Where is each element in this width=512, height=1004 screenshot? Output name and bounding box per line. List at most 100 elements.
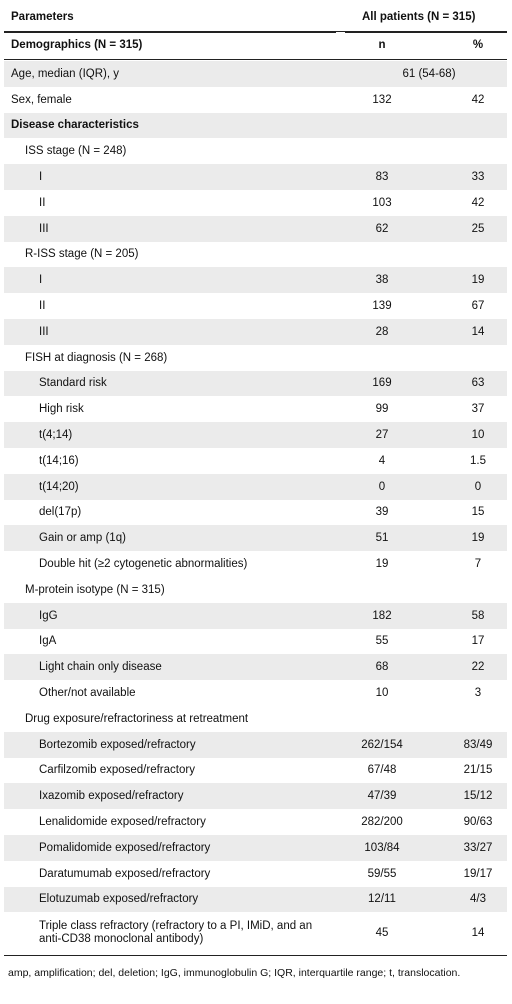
percent-cell: 4/3: [470, 893, 486, 906]
n-cell: 38: [375, 274, 389, 287]
table-row: Sex, female 132 42: [4, 87, 507, 113]
n-cell: 169: [372, 377, 392, 390]
percent-cell: 42: [471, 93, 485, 106]
row-label: IgA: [39, 635, 57, 648]
table-row: Pomalidomide exposed/refractory 103/84 33/…: [4, 835, 507, 861]
row-label: Carfilzomib exposed/refractory: [39, 764, 195, 777]
row-label: Light chain only disease: [39, 661, 162, 674]
row-label: II: [39, 300, 46, 313]
n-cell: 59/55: [367, 867, 397, 880]
table-row: Standard risk 169 63: [4, 370, 507, 397]
n-cell: 19: [375, 558, 389, 571]
table-row: Elotuzumab exposed/refractory 12/11 4/3: [4, 886, 507, 913]
table-row: Carfilzomib exposed/refractory 67/48 21/15: [4, 758, 507, 784]
row-label: R-ISS stage (N = 205): [25, 248, 139, 261]
percent-cell: 25: [471, 222, 485, 235]
table-row: Disease characteristics: [4, 112, 507, 139]
row-label: II: [39, 196, 46, 209]
rule: [345, 31, 507, 33]
table-row: Gain or amp (1q) 51 19: [4, 525, 507, 552]
n-cell: 45: [375, 927, 389, 940]
percent-cell: 19/17: [463, 867, 493, 880]
table-row: t(4;14) 27 10: [4, 422, 507, 448]
n-cell: 10: [375, 687, 389, 700]
percent-cell: 83/49: [463, 738, 493, 751]
percent-cell: 22: [471, 661, 485, 674]
n-cell: 83: [375, 171, 389, 184]
table-row: I 83 33: [4, 164, 507, 190]
n-cell: 62: [375, 222, 389, 235]
row-label: M-protein isotype (N = 315): [25, 583, 165, 596]
table-row: Lenalidomide exposed/refractory 282/200 90…: [4, 809, 507, 835]
percent-cell: 14: [471, 325, 485, 338]
row-value: 61 (54-68): [402, 67, 456, 80]
percent-cell: 33/27: [463, 841, 493, 854]
row-label: I: [39, 171, 43, 184]
row-label: Standard risk: [39, 377, 107, 390]
table-row: High risk 99 37: [4, 396, 507, 422]
row-label: t(14;16): [39, 454, 79, 467]
percent-cell: 15/12: [463, 790, 493, 803]
n-cell: 99: [375, 403, 389, 416]
row-label: Gain or amp (1q): [39, 532, 126, 545]
row-label: III: [39, 325, 49, 338]
table-row: Triple class refractory (refractory to a…: [4, 912, 507, 954]
row-label: t(4;14): [39, 429, 73, 442]
n-cell: 12/11: [368, 893, 396, 906]
n-cell: 4: [378, 454, 386, 467]
table-row: Bortezomib exposed/refractory 262/154 83/4…: [4, 731, 507, 758]
table-row: M-protein isotype (N = 315): [4, 577, 507, 603]
row-label: Other/not available: [39, 687, 136, 700]
n-cell: 262/154: [361, 738, 403, 751]
row-label: Sex, female: [11, 93, 72, 106]
row-label: I: [39, 274, 43, 287]
table-row: ISS stage (N = 248): [4, 138, 507, 164]
table-row: del(17p) 39 15: [4, 500, 507, 526]
percent-cell: 0: [474, 480, 482, 493]
n-cell: 282/200: [361, 816, 403, 829]
percent-cell: 7: [474, 558, 482, 571]
row-label: Bortezomib exposed/refractory: [39, 738, 196, 751]
n-cell: 28: [375, 325, 389, 338]
rule: [4, 59, 507, 60]
table-row: Daratumumab exposed/refractory 59/55 19/17: [4, 861, 507, 887]
table-row: III 28 14: [4, 319, 507, 345]
n-cell: 103: [372, 196, 392, 209]
subheader-cell: n: [378, 39, 386, 51]
n-cell: 68: [375, 661, 389, 674]
percent-cell: 37: [471, 403, 485, 416]
row-label: Double hit (≥2 cytogenetic abnormalities…: [39, 558, 248, 571]
percent-cell: 17: [471, 635, 485, 648]
percent-cell: 15: [471, 506, 485, 519]
row-label: Pomalidomide exposed/refractory: [39, 841, 211, 854]
n-cell: 132: [372, 93, 392, 106]
table-row: Light chain only disease 68 22: [4, 654, 507, 681]
table-row: Drug exposure/refractoriness at retreatm…: [4, 706, 507, 732]
n-cell: 27: [375, 429, 389, 442]
n-cell: 47/39: [367, 790, 397, 803]
table-row: IgG 182 58: [4, 602, 507, 629]
percent-cell: 10: [471, 429, 485, 442]
rule: [4, 955, 507, 956]
percent-cell: 42: [471, 196, 485, 209]
n-cell: 182: [372, 609, 392, 622]
percent-cell: 58: [471, 609, 485, 622]
header-cell: Parameters: [11, 11, 74, 23]
percent-cell: 21/15: [463, 764, 493, 777]
row-label: FISH at diagnosis (N = 268): [25, 351, 168, 364]
footnote: amp, amplification; del, deletion; IgG, …: [8, 967, 461, 979]
percent-cell: 19: [471, 274, 485, 287]
percent-cell: 14: [471, 927, 485, 940]
table-row: FISH at diagnosis (N = 268): [4, 345, 507, 371]
table-row: II 139 67: [4, 293, 507, 319]
table-row: Other/not available 10 3: [4, 680, 507, 706]
subheader-cell: Demographics (N = 315): [11, 39, 143, 51]
n-cell: 103/84: [364, 841, 400, 854]
table-row: t(14;16) 4 1.5: [4, 448, 507, 474]
row-label: Age, median (IQR), y: [11, 67, 120, 80]
rule: [4, 32, 336, 33]
n-cell: 139: [372, 300, 392, 313]
row-label: III: [39, 222, 49, 235]
table-row: II 103 42: [4, 190, 507, 216]
